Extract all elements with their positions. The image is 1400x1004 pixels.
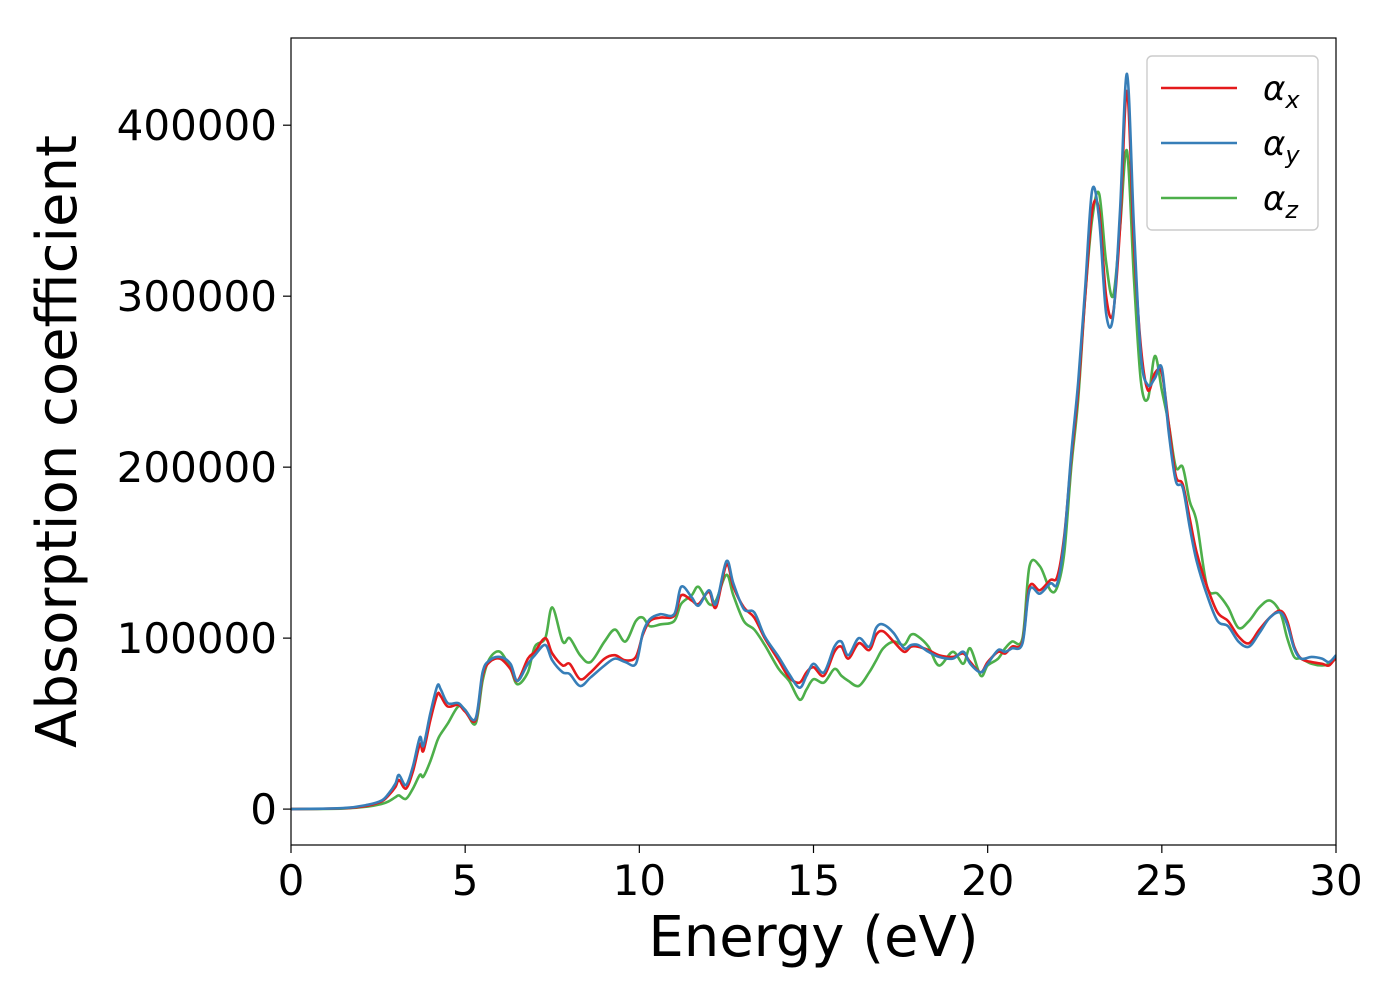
x-tick-label: 15 [787,856,840,905]
x-tick-label: 20 [961,856,1014,905]
legend-label-y: αy [1263,124,1300,169]
x-axis-label: Energy (eV) [648,905,978,970]
y-tick-label: 0 [250,785,277,834]
y-tick-label: 100000 [117,614,277,663]
x-tick-label: 5 [452,856,479,905]
legend-label-x: αx [1263,69,1300,114]
x-tick-label: 30 [1309,856,1362,905]
y-tick-label: 300000 [117,272,277,321]
y-axis: 0 100000 200000 300000 400000 [117,101,291,834]
series-layer [291,72,1336,811]
x-tick-label: 0 [278,856,305,905]
x-axis: 0 5 10 15 20 25 30 [278,845,1363,905]
x-tick-label: 25 [1135,856,1188,905]
y-axis-label: Absorption coefficient [25,135,90,748]
y-tick-label: 400000 [117,101,277,150]
legend-label-z: αz [1263,179,1299,224]
y-tick-label: 200000 [117,443,277,492]
legend: αx αy αz [1146,55,1319,231]
x-tick-label: 10 [613,856,666,905]
series-line-y [291,72,1336,811]
